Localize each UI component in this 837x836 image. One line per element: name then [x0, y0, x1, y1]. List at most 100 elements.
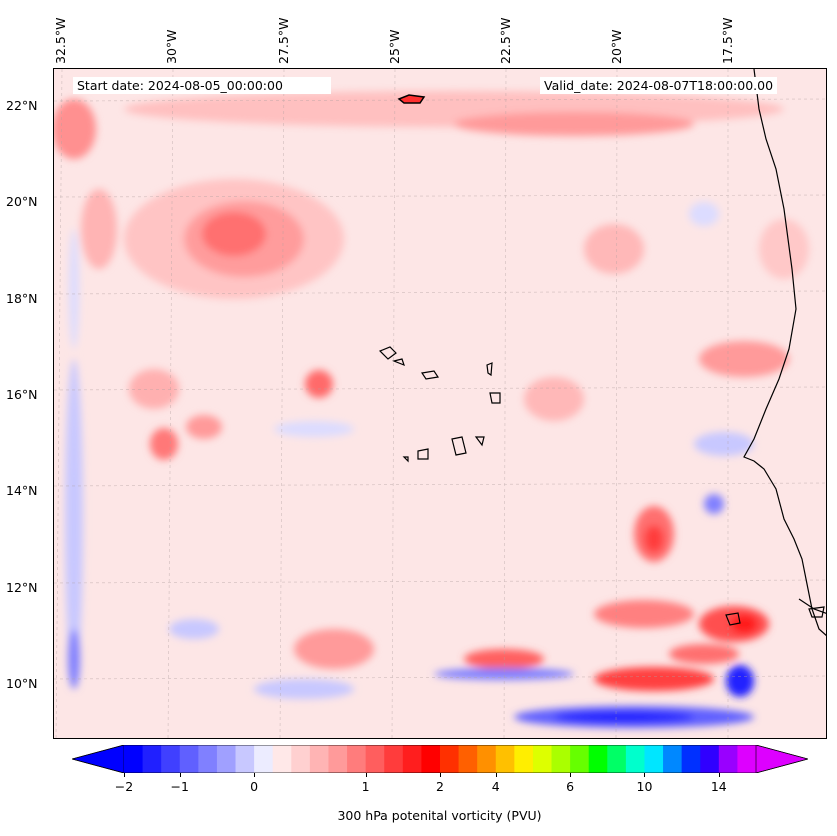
pv-patch	[730, 614, 758, 634]
colorbar-swatch	[142, 745, 162, 773]
lon-label-17-5w: 17.5°W	[720, 17, 735, 64]
pv-patch	[150, 428, 178, 460]
pv-patch	[81, 189, 117, 269]
cape-verde-island	[402, 456, 409, 463]
colorbar-tick-mark	[718, 773, 720, 777]
valid-date-label: Valid_date: 2024-08-07T18:00:00.00	[540, 77, 778, 94]
cape-verde-island	[451, 436, 467, 456]
colorbar-tick-label: −1	[170, 779, 189, 794]
colorbar-tick-mark	[440, 773, 441, 777]
pv-patch	[594, 600, 694, 628]
cape-verde-island	[489, 392, 501, 404]
colorbar-label: 300 hPa potenital vorticity (PVU)	[337, 808, 542, 823]
colorbar-swatch	[402, 745, 422, 773]
pv-patch	[305, 370, 333, 398]
colorbar-extend-max	[755, 745, 808, 773]
lat-label-16n: 16°N	[6, 387, 38, 402]
colorbar-swatch	[124, 745, 144, 773]
lon-label-25w: 25°W	[387, 29, 402, 64]
pv-negative-patch	[68, 629, 80, 689]
colorbar-swatch	[681, 745, 701, 773]
colorbar-tick-label: 10	[636, 779, 653, 794]
colorbar-tick-mark	[495, 773, 497, 777]
pv-negative-patch	[254, 679, 354, 699]
lon-label-20w: 20°W	[609, 29, 624, 64]
colorbar-swatch	[625, 745, 645, 773]
pv-patch	[669, 644, 739, 664]
cape-verde-island	[378, 346, 397, 360]
map-gridlines	[54, 69, 826, 738]
lat-label-10n: 10°N	[6, 676, 38, 691]
pv-patch	[186, 415, 222, 439]
start-date-label: Start date: 2024-08-05_00:00:00	[73, 77, 331, 94]
colorbar-swatch	[179, 745, 199, 773]
colorbar-swatch	[700, 745, 720, 773]
colorbar-swatch	[477, 745, 497, 773]
colorbar-swatch	[365, 745, 385, 773]
lon-label-27-5w: 27.5°W	[276, 17, 291, 64]
colorbar-swatch	[198, 745, 218, 773]
gridline	[167, 69, 174, 738]
colorbar-swatch	[440, 745, 460, 773]
colorbar-swatch	[663, 745, 683, 773]
bissagos-island	[725, 612, 741, 626]
pv-patch	[202, 212, 266, 256]
gridline	[391, 69, 396, 738]
lat-label-12n: 12°N	[6, 580, 38, 595]
pv-patch	[594, 667, 714, 691]
colorbar-swatch	[291, 745, 311, 773]
colorbar-swatch	[588, 745, 608, 773]
colorbar-swatch	[421, 745, 441, 773]
pv-patch	[699, 341, 789, 377]
pv-patch	[524, 377, 584, 421]
colorbar-swatch	[328, 745, 348, 773]
pv-negative-patch	[704, 494, 724, 514]
gridline	[615, 69, 618, 738]
colorbar-swatch	[272, 745, 292, 773]
pv-negative-patch	[689, 202, 719, 226]
pv-negative-patch	[69, 229, 79, 349]
colorbar-swatch	[570, 745, 590, 773]
gridline	[279, 69, 285, 738]
gridline	[503, 69, 507, 738]
colorbar-swatch	[495, 745, 515, 773]
pv-negative-patch	[694, 432, 754, 456]
colorbar-swatch	[737, 745, 757, 773]
lon-label-32-5w: 32.5°W	[53, 17, 68, 64]
cape-verde-island	[417, 448, 429, 460]
colorbar-tick-label: 2	[436, 779, 444, 794]
colorbar-tick-label: 6	[566, 779, 575, 794]
lon-label-30w: 30°W	[164, 29, 179, 64]
pv-patch	[54, 99, 96, 159]
lat-label-22n: 22°N	[6, 98, 38, 113]
colorbar-tick-mark	[365, 773, 367, 777]
colorbar-swatch	[161, 745, 181, 773]
colorbar-tick-label: 0	[250, 779, 259, 794]
colorbar-swatch	[718, 745, 738, 773]
cape-verde-island	[420, 370, 440, 380]
pv-peak-contour	[397, 94, 426, 104]
colorbar-tick-label: 14	[710, 779, 727, 794]
map-panel: Start date: 2024-08-05_00:00:00 Valid_da…	[53, 68, 827, 739]
pv-negative-patch	[274, 421, 354, 437]
colorbar-swatch	[607, 745, 627, 773]
colorbar-tick-label: −2	[114, 779, 134, 794]
colorbar-tick-mark	[570, 773, 572, 777]
colorbar	[72, 745, 808, 773]
pv-patch	[644, 525, 664, 553]
colorbar-tick-mark	[254, 773, 256, 777]
colorbar-swatch	[644, 745, 664, 773]
colorbar-swatch	[254, 745, 274, 773]
colorbar-tick-label: 1	[361, 779, 370, 794]
colorbar-tick-mark	[644, 773, 646, 777]
colorbar-swatch	[347, 745, 367, 773]
pv-patch	[294, 629, 374, 669]
pv-field	[54, 69, 826, 738]
africa-coastline	[743, 69, 826, 637]
lat-label-14n: 14°N	[6, 483, 38, 498]
colorbar-tick-mark	[124, 773, 125, 777]
pv-patch	[584, 224, 644, 274]
lon-label-22-5w: 22.5°W	[498, 17, 513, 64]
pv-negative-patch	[434, 668, 574, 680]
pv-patch	[759, 219, 809, 279]
